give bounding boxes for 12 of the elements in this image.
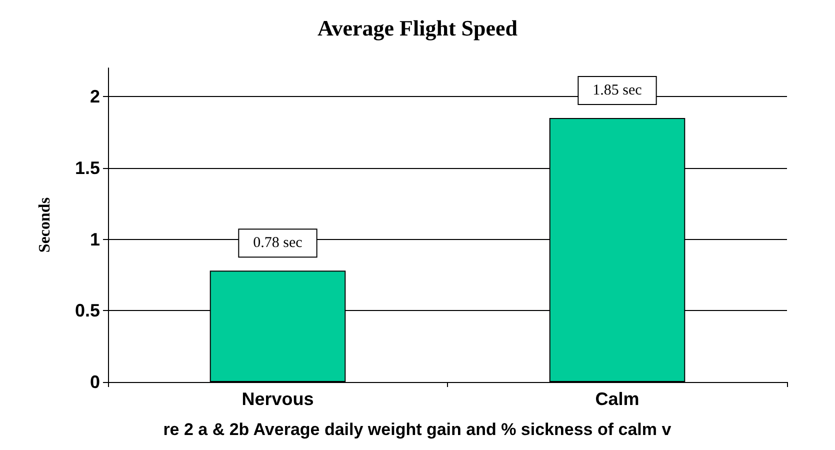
text: re 2 a & 2b Average daily weight gain and % sickness of calm v <box>163 420 672 439</box>
data-label: 1.85 sec <box>592 82 642 98</box>
x-tick-label: Nervous <box>242 389 314 409</box>
y-tick-label: 1.5 <box>74 158 100 178</box>
y-tick-label: 1 <box>90 229 100 250</box>
y-tick-label: 0 <box>90 372 100 392</box>
data-label: 0.78 sec <box>253 235 303 252</box>
y-tick-label: 0.5 <box>74 300 100 321</box>
y-axis-title: Seconds <box>36 197 54 253</box>
y-tick-label: 2 <box>90 86 100 107</box>
x-tick-label: Calm <box>595 389 640 409</box>
chart-title: Average Flight Speed <box>317 16 518 40</box>
